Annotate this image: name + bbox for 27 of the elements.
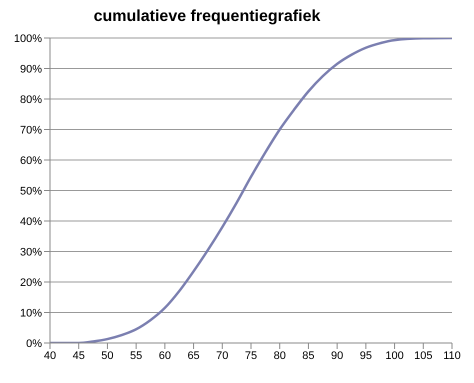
x-tick-label: 40 (44, 350, 56, 362)
x-tick-label: 100 (385, 350, 404, 362)
chart-title: cumulatieve frequentiegrafiek (92, 8, 322, 27)
x-tick-label: 55 (130, 350, 142, 362)
x-tick-label: 80 (274, 350, 286, 362)
y-tick-label: 50% (20, 185, 42, 198)
y-tick-label: 10% (20, 307, 42, 320)
y-tick-label: 70% (20, 124, 42, 136)
x-tick-label: 110 (443, 350, 461, 362)
x-tick-label: 75 (244, 350, 258, 362)
x-tick-label: 50 (101, 350, 114, 362)
x-tick-label: 45 (72, 350, 85, 362)
x-tick-label: 95 (360, 350, 372, 362)
x-tick-label: 60 (158, 350, 171, 362)
x-tick-label: 90 (331, 350, 344, 362)
x-tick-label: 105 (414, 350, 432, 362)
y-tick-label: 40% (20, 216, 42, 228)
y-tick-label: 80% (20, 94, 42, 106)
x-tick-label: 70 (216, 350, 228, 362)
x-tick-label: 65 (187, 350, 200, 362)
y-tick-label: 60% (20, 154, 42, 167)
y-tick-label: 30% (20, 246, 42, 258)
y-tick-label: 20% (20, 276, 42, 289)
x-tick-label: 85 (302, 350, 315, 362)
y-tick-label: 0% (26, 338, 42, 350)
y-tick-label: 90% (20, 63, 42, 76)
y-tick-label: 100% (14, 32, 42, 45)
